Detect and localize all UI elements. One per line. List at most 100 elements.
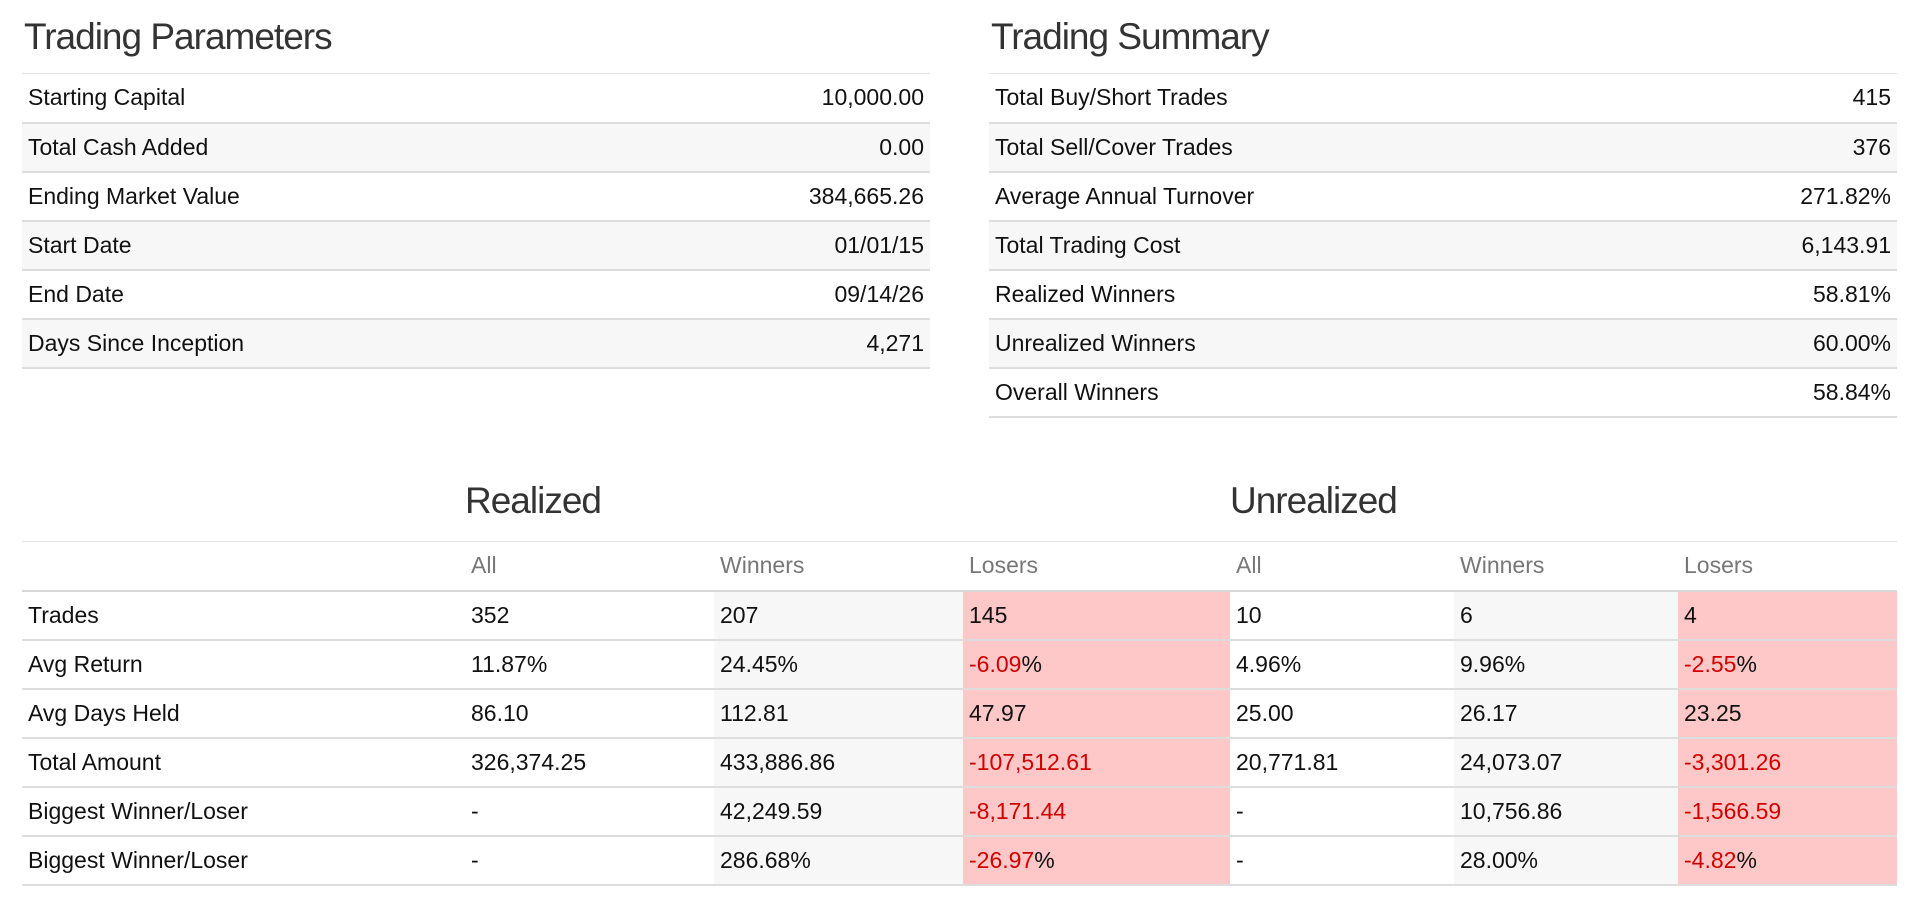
unrealized-losers-value: 4 — [1684, 601, 1697, 628]
summary-label: Average Annual Turnover — [989, 171, 1648, 222]
summary-value: 60.00% — [1647, 318, 1897, 369]
unrealized-losers-cell: -1,566.59 — [1678, 786, 1897, 837]
parameter-label: Ending Market Value — [22, 171, 606, 222]
statistic-label: Total Amount — [22, 737, 465, 788]
summary-value: 271.82% — [1647, 171, 1897, 222]
parameter-label: End Date — [22, 269, 606, 320]
realized-losers-cell: -6.09% — [963, 639, 1230, 690]
realized-losers-value: 145 — [969, 601, 1008, 628]
unrealized-winners-value: 6 — [1454, 590, 1678, 641]
trading-parameters-title: Trading Parameters — [24, 16, 333, 57]
parameter-row: Ending Market Value 384,665.26 — [22, 171, 930, 222]
unrealized-losers-value: -1,566.59 — [1684, 797, 1782, 824]
realized-losers-unit: % — [1034, 846, 1055, 873]
unrealized-losers-value: 23.25 — [1684, 699, 1742, 726]
trading-summary-title: Trading Summary — [991, 16, 1270, 57]
parameter-value: 4,271 — [605, 318, 930, 369]
unrealized-losers-unit: % — [1736, 650, 1757, 677]
statistics-row: Avg Return 11.87% 24.45% -6.09% 4.96% 9.96% -2… — [22, 639, 1897, 690]
realized-all-value: - — [465, 786, 714, 837]
summary-row: Realized Winners 58.81% — [989, 269, 1897, 320]
realized-losers-cell: -26.97% — [963, 835, 1230, 886]
summary-row: Total Sell/Cover Trades 376 — [989, 122, 1897, 173]
summary-label: Realized Winners — [989, 269, 1648, 320]
unrealized-losers-cell: -3,301.26 — [1678, 737, 1897, 788]
unrealized-losers-unit: % — [1736, 846, 1757, 873]
statistic-label: Avg Return — [22, 639, 465, 690]
summary-value: 58.84% — [1647, 367, 1897, 418]
statistics-body: Trades 352 207 145 10 6 4 Avg Return 11.87% 24.45… — [22, 590, 1897, 886]
realized-winners-value: 112.81 — [714, 688, 963, 739]
statistics-header: All Winners Losers All Winners Losers — [22, 541, 1897, 592]
unrealized-all-value: 20,771.81 — [1230, 737, 1454, 788]
realized-losers-cell: 145 — [963, 590, 1230, 641]
summary-value: 415 — [1647, 73, 1897, 124]
summary-label: Total Sell/Cover Trades — [989, 122, 1648, 173]
trading-summary-body: Total Buy/Short Trades 415 Total Sell/Cove… — [989, 73, 1897, 418]
parameter-row: Starting Capital 10,000.00 — [22, 73, 930, 124]
unrealized-losers-value: -4.82 — [1684, 846, 1737, 873]
realized-losers-value: -26.97 — [969, 846, 1035, 873]
realized-title: Realized — [465, 480, 602, 521]
realized-winners-value: 24.45% — [714, 639, 963, 690]
summary-label: Total Buy/Short Trades — [989, 73, 1648, 124]
header-realized-losers: Losers — [963, 541, 1230, 592]
statistics-row: Total Amount 326,374.25 433,886.86 -107,512… — [22, 737, 1897, 788]
summary-label: Overall Winners — [989, 367, 1648, 418]
realized-all-value: 352 — [465, 590, 714, 641]
unrealized-all-value: 4.96% — [1230, 639, 1454, 690]
summary-row: Total Buy/Short Trades 415 — [989, 73, 1897, 124]
realized-losers-value: -6.09 — [969, 650, 1022, 677]
header-realized-all: All — [465, 541, 714, 592]
realized-winners-value: 207 — [714, 590, 963, 641]
unrealized-all-value: 25.00 — [1230, 688, 1454, 739]
parameter-label: Days Since Inception — [22, 318, 606, 369]
parameter-row: Days Since Inception 4,271 — [22, 318, 930, 369]
summary-value: 6,143.91 — [1647, 220, 1897, 271]
unrealized-title: Unrealized — [1230, 480, 1398, 521]
unrealized-winners-value: 9.96% — [1454, 639, 1678, 690]
statistic-label: Trades — [22, 590, 465, 641]
summary-row: Overall Winners 58.84% — [989, 367, 1897, 418]
header-unrealized-all: All — [1230, 541, 1454, 592]
realized-losers-cell: -8,171.44 — [963, 786, 1230, 837]
unrealized-all-value: - — [1230, 786, 1454, 837]
unrealized-all-value: 10 — [1230, 590, 1454, 641]
summary-row: Average Annual Turnover 271.82% — [989, 171, 1897, 222]
parameter-row: Total Cash Added 0.00 — [22, 122, 930, 173]
realized-winners-value: 286.68% — [714, 835, 963, 886]
parameter-label: Starting Capital — [22, 73, 606, 124]
summary-label: Unrealized Winners — [989, 318, 1648, 369]
parameter-value: 01/01/15 — [605, 220, 930, 271]
summary-value: 376 — [1647, 122, 1897, 173]
realized-all-value: - — [465, 835, 714, 886]
statistics-row: Biggest Winner/Loser -42,249.59 -8,171.44-… — [22, 786, 1897, 837]
summary-value: 58.81% — [1647, 269, 1897, 320]
realized-winners-value: 42,249.59 — [714, 786, 963, 837]
unrealized-losers-value: -2.55 — [1684, 650, 1737, 677]
statistic-label: Biggest Winner/Loser — [22, 835, 465, 886]
unrealized-losers-cell: 4 — [1678, 590, 1897, 641]
realized-losers-value: 47.97 — [969, 699, 1027, 726]
parameter-label: Total Cash Added — [22, 122, 606, 173]
unrealized-all-value: - — [1230, 835, 1454, 886]
parameter-value: 384,665.26 — [605, 171, 930, 222]
realized-losers-value: -8,171.44 — [969, 797, 1067, 824]
realized-all-value: 11.87% — [465, 639, 714, 690]
statistic-label: Biggest Winner/Loser — [22, 786, 465, 837]
realized-losers-value: -107,512.61 — [969, 748, 1092, 775]
parameter-value: 09/14/26 — [605, 269, 930, 320]
unrealized-losers-cell: 23.25 — [1678, 688, 1897, 739]
header-unrealized-losers: Losers — [1678, 541, 1897, 592]
realized-losers-unit: % — [1021, 650, 1042, 677]
statistics-header-row: All Winners Losers All Winners Losers — [22, 541, 1897, 592]
statistic-label: Avg Days Held — [22, 688, 465, 739]
statistics-row: Avg Days Held 86.10 112.81 47.97 25.00 26.17 2… — [22, 688, 1897, 739]
header-label-cell — [22, 541, 465, 592]
unrealized-losers-cell: -2.55% — [1678, 639, 1897, 690]
realized-losers-cell: 47.97 — [963, 688, 1230, 739]
parameter-row: End Date 09/14/26 — [22, 269, 930, 320]
realized-losers-cell: -107,512.61 — [963, 737, 1230, 788]
header-realized-winners: Winners — [714, 541, 963, 592]
statistics-row: Trades 352 207 145 10 6 4 — [22, 590, 1897, 641]
